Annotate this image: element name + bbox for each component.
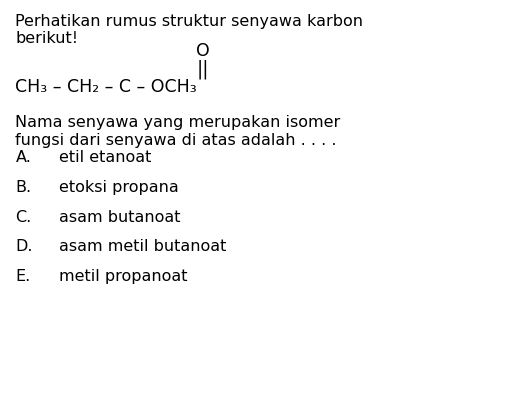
Text: A.: A. bbox=[15, 150, 31, 165]
Text: E.: E. bbox=[15, 269, 31, 284]
Text: berikut!: berikut! bbox=[15, 31, 78, 46]
Text: O: O bbox=[196, 42, 209, 61]
Text: C.: C. bbox=[15, 210, 32, 225]
Text: etil etanoat: etil etanoat bbox=[59, 150, 151, 165]
Text: D.: D. bbox=[15, 239, 33, 254]
Text: etoksi propana: etoksi propana bbox=[59, 180, 179, 195]
Text: CH₃ – CH₂ – C – OCH₃: CH₃ – CH₂ – C – OCH₃ bbox=[15, 77, 197, 96]
Text: B.: B. bbox=[15, 180, 31, 195]
Text: Nama senyawa yang merupakan isomer: Nama senyawa yang merupakan isomer bbox=[15, 115, 341, 130]
Text: asam metil butanoat: asam metil butanoat bbox=[59, 239, 226, 254]
Text: Perhatikan rumus struktur senyawa karbon: Perhatikan rumus struktur senyawa karbon bbox=[15, 14, 363, 29]
Text: ||: || bbox=[196, 59, 209, 79]
Text: metil propanoat: metil propanoat bbox=[59, 269, 187, 284]
Text: fungsi dari senyawa di atas adalah . . . .: fungsi dari senyawa di atas adalah . . .… bbox=[15, 133, 337, 147]
Text: asam butanoat: asam butanoat bbox=[59, 210, 181, 225]
